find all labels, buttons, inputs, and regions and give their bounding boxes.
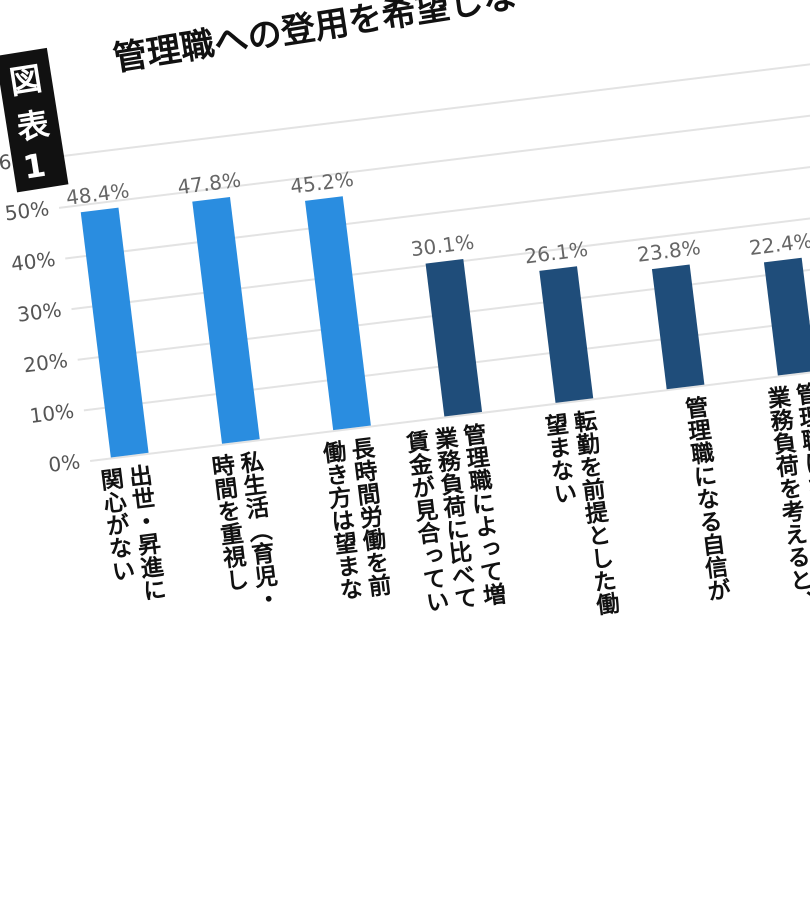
- value-label: 48.4%: [64, 178, 131, 211]
- x-tick-label: 管理職になる責任の重 業務負荷を考えると、: [761, 380, 810, 616]
- x-tick-label: 管理職になる自信が: [679, 394, 731, 604]
- x-tick-label: 転勤を前提とした働 望まない: [539, 408, 620, 617]
- y-tick-label: 40%: [9, 246, 57, 277]
- value-label: 30.1%: [409, 230, 476, 262]
- y-tick-label: 30%: [15, 297, 63, 327]
- x-tick-label: 私生活（育児・ 時間を重視し: [206, 449, 281, 613]
- bar: [763, 257, 810, 376]
- bar: [305, 196, 371, 431]
- value-label: 45.2%: [288, 167, 355, 199]
- y-tick-label: 0%: [47, 449, 82, 477]
- y-tick-label: 20%: [22, 348, 70, 378]
- bar: [425, 259, 483, 417]
- x-tick-label: 長時間労働を前 働き方は望まな: [317, 435, 392, 602]
- value-label: 47.8%: [176, 167, 243, 200]
- y-tick-label: 50%: [3, 196, 51, 226]
- x-tick-label: 管理職によって増 業務負荷に比べて 賃金が見合ってい: [400, 421, 506, 615]
- bar: [539, 266, 594, 403]
- bar: [80, 207, 149, 458]
- value-label: 22.4%: [747, 228, 810, 260]
- value-label: 26.1%: [523, 236, 590, 269]
- y-tick-label: 10%: [28, 398, 76, 428]
- x-tick-label: 出世・昇進に 関心がない: [94, 462, 167, 603]
- page: 0%10%20%30%40%50%60%出世・昇進に 関心がない48.4%私生活…: [0, 0, 810, 617]
